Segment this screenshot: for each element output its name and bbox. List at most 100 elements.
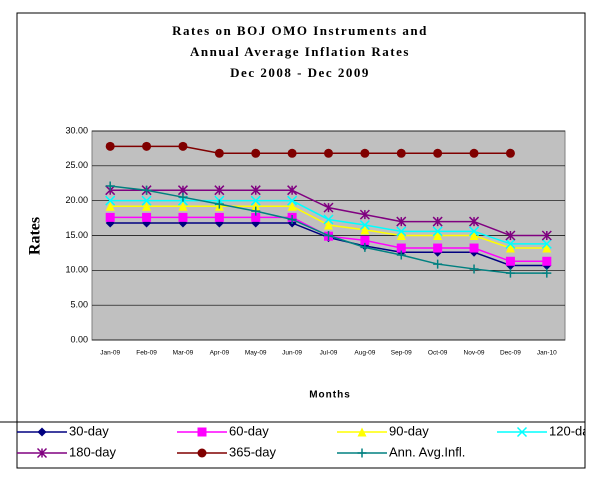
marker bbox=[433, 259, 443, 269]
y-tick-label: 15.00 bbox=[65, 230, 88, 240]
y-tick-label: 20.00 bbox=[65, 195, 88, 205]
marker bbox=[541, 230, 552, 241]
marker bbox=[505, 148, 515, 158]
marker bbox=[505, 238, 516, 249]
marker bbox=[142, 185, 152, 195]
marker bbox=[432, 226, 443, 237]
marker bbox=[432, 216, 443, 227]
marker bbox=[250, 185, 261, 196]
marker bbox=[542, 243, 552, 253]
legend-label: 60-day bbox=[229, 423, 269, 438]
marker bbox=[396, 250, 406, 260]
marker bbox=[541, 238, 552, 249]
marker bbox=[214, 212, 224, 222]
y-tick-label: 5.00 bbox=[70, 300, 88, 310]
legend-marker bbox=[37, 427, 47, 437]
x-tick-label: Jan-10 bbox=[537, 350, 557, 357]
x-axis-label: Months bbox=[309, 390, 351, 401]
legend-label: 120-day bbox=[549, 423, 596, 438]
marker bbox=[142, 212, 152, 222]
marker bbox=[323, 202, 334, 213]
marker bbox=[469, 231, 479, 240]
marker bbox=[105, 195, 116, 206]
marker bbox=[360, 242, 370, 252]
x-tick-label: Feb-09 bbox=[136, 350, 157, 357]
y-tick-label: 30.00 bbox=[65, 125, 88, 135]
marker bbox=[433, 243, 443, 253]
legend-marker bbox=[357, 427, 367, 437]
marker bbox=[105, 181, 115, 191]
y-axis-label: Rates bbox=[27, 217, 44, 255]
marker bbox=[396, 243, 406, 253]
marker bbox=[214, 185, 225, 196]
marker bbox=[251, 206, 261, 216]
legend-label: 90-day bbox=[389, 423, 429, 438]
marker bbox=[505, 268, 515, 278]
marker bbox=[324, 231, 333, 240]
x-tick-label: Sep-09 bbox=[391, 350, 412, 357]
marker bbox=[287, 185, 298, 196]
x-tick-label: Dec-09 bbox=[500, 350, 521, 357]
chart-title: Dec 2008 - Dec 2009 bbox=[230, 65, 370, 80]
marker bbox=[469, 243, 479, 253]
x-tick-label: May-09 bbox=[245, 350, 267, 357]
x-tick-label: Jun-09 bbox=[282, 350, 302, 357]
marker bbox=[360, 235, 370, 245]
x-tick-label: Jul-09 bbox=[320, 350, 338, 357]
legend-marker bbox=[516, 426, 528, 438]
marker bbox=[251, 212, 261, 222]
x-tick-label: Jan-09 bbox=[100, 350, 120, 357]
marker bbox=[359, 209, 370, 220]
marker bbox=[178, 212, 188, 222]
marker bbox=[142, 201, 152, 211]
marker bbox=[214, 199, 224, 209]
marker bbox=[396, 231, 406, 240]
marker bbox=[505, 256, 515, 266]
marker bbox=[359, 220, 370, 231]
marker bbox=[323, 214, 334, 225]
marker bbox=[214, 148, 224, 158]
marker bbox=[105, 212, 115, 222]
marker bbox=[433, 231, 443, 240]
marker bbox=[433, 148, 443, 158]
marker bbox=[396, 148, 406, 158]
marker bbox=[251, 148, 261, 158]
x-tick-label: Apr-09 bbox=[210, 350, 230, 357]
x-tick-label: Nov-09 bbox=[464, 350, 485, 357]
line bbox=[110, 145, 511, 155]
marker bbox=[287, 214, 297, 224]
legend-label: 365-day bbox=[229, 444, 276, 459]
marker bbox=[324, 148, 333, 158]
marker bbox=[250, 195, 261, 206]
legend-marker bbox=[357, 448, 367, 458]
marker bbox=[142, 141, 152, 151]
legend-label: 180-day bbox=[69, 444, 116, 459]
y-tick-label: 10.00 bbox=[65, 265, 88, 275]
marker bbox=[287, 201, 297, 211]
marker bbox=[505, 230, 516, 241]
x-tick-label: Oct-09 bbox=[428, 350, 448, 357]
y-tick-label: 0.00 bbox=[70, 334, 88, 344]
marker bbox=[178, 141, 188, 151]
chart-title: Annual Average Inflation Rates bbox=[190, 44, 410, 59]
marker bbox=[105, 141, 115, 151]
marker bbox=[251, 201, 261, 211]
marker bbox=[469, 148, 479, 158]
y-tick-label: 25.00 bbox=[65, 160, 88, 170]
marker bbox=[469, 216, 480, 227]
marker bbox=[141, 195, 152, 206]
x-tick-label: Mar-09 bbox=[173, 350, 194, 357]
marker bbox=[178, 201, 188, 211]
marker bbox=[396, 216, 407, 227]
marker bbox=[178, 192, 188, 202]
marker bbox=[396, 226, 407, 237]
legend-label: Ann. Avg.Infl. bbox=[389, 444, 465, 459]
legend-marker bbox=[36, 447, 48, 459]
marker bbox=[542, 256, 552, 266]
marker bbox=[505, 243, 515, 253]
x-tick-label: Aug-09 bbox=[354, 350, 375, 357]
marker bbox=[469, 264, 479, 274]
marker bbox=[360, 225, 370, 235]
marker bbox=[105, 201, 115, 211]
